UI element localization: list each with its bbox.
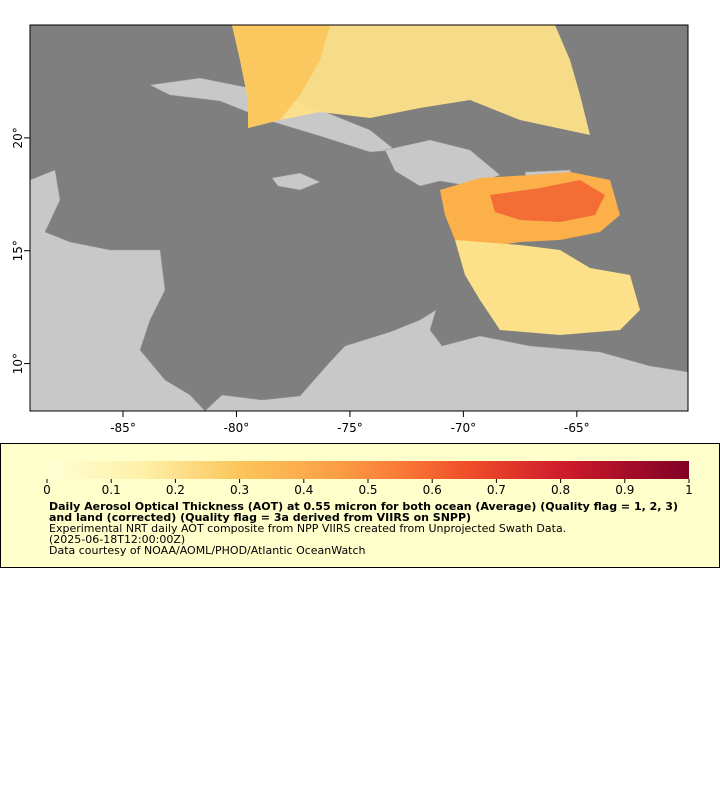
colorbar-ramp: [47, 461, 689, 479]
x-tick-label: -65°: [564, 421, 590, 435]
colorbar-tick-label: 0.5: [358, 483, 377, 497]
map: -85° -80° -75° -70° -65° 10° 15° 20°: [11, 24, 689, 435]
y-tick-label: 10°: [11, 353, 25, 374]
colorbar-tick-label: 0.1: [102, 483, 121, 497]
colorbar-tick-label: 0.8: [551, 483, 570, 497]
aot-field: [232, 25, 640, 335]
x-tick-label: -80°: [224, 421, 250, 435]
legend-panel: 0 0.1 0.2 0.3 0.4 0.5 0.6 0.7 0.8 0.9 1 Daily Aero…: [0, 443, 720, 568]
map-frame: [29, 24, 689, 412]
colorbar-tick-label: 0.4: [294, 483, 313, 497]
legend-time: (2025-06-18T12:00:00Z): [49, 533, 186, 546]
colorbar-tick-label: 0.7: [487, 483, 506, 497]
x-tick-label: -85°: [110, 421, 136, 435]
x-tick-label: -70°: [451, 421, 477, 435]
y-tick-label: 20°: [11, 127, 25, 148]
y-tick-label: 15°: [11, 240, 25, 261]
legend-credit: Data courtesy of NOAA/AOML/PHOD/Atlantic…: [49, 544, 366, 557]
legend-title: Daily Aerosol Optical Thickness (AOT) at…: [49, 500, 678, 524]
colorbar-tick-label: 1: [685, 483, 693, 497]
legend-text: Daily Aerosol Optical Thickness (AOT) at…: [49, 501, 679, 556]
x-tick-label: -75°: [337, 421, 363, 435]
colorbar-tick-label: 0: [43, 483, 51, 497]
colorbar-tick-label: 0.3: [230, 483, 249, 497]
legend-description: Experimental NRT daily AOT composite fro…: [49, 522, 567, 535]
map-layers: [30, 25, 688, 411]
colorbar: 0 0.1 0.2 0.3 0.4 0.5 0.6 0.7 0.8 0.9 1: [43, 461, 693, 497]
colorbar-tick-label: 0.9: [615, 483, 634, 497]
colorbar-tick-label: 0.2: [166, 483, 185, 497]
colorbar-tick-label: 0.6: [423, 483, 442, 497]
